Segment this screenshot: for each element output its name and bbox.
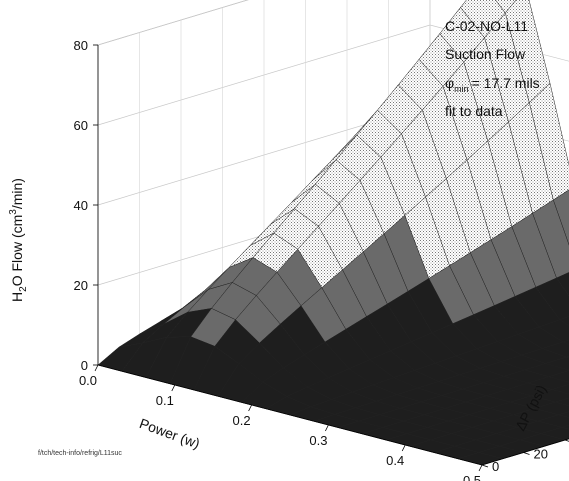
x-tick-label: 0.3: [309, 433, 327, 448]
z-tick-label: 40: [74, 198, 88, 213]
x-tick-mark: [478, 464, 483, 472]
z-tick-label: 0: [81, 358, 88, 373]
x-tick-mark: [325, 424, 329, 432]
z-axis-ticks: 0 20 40 60 80: [74, 38, 99, 373]
surface-patch: [552, 189, 569, 246]
y-axis-ticks: 020406080100120140160: [481, 438, 569, 474]
x-tick-mark: [401, 444, 406, 452]
x-axis-label: Power (w): [137, 415, 202, 452]
surface-patch: [559, 316, 569, 327]
footer-path: f/tch/tech-info/refrig/L11suc: [38, 450, 122, 457]
z-axis-label: H2O Flow (cm3/min): [8, 178, 29, 302]
x-axis-ticks: 0.0 0.1 0.2 0.3 0.4 0.5: [79, 364, 483, 481]
surface-patch: [554, 397, 569, 407]
fit-note: fit to data: [445, 103, 503, 119]
x-tick-mark: [248, 404, 252, 412]
sample-id: C-02-NO-L11: [445, 18, 528, 34]
x-tick-label: 0.5: [463, 473, 481, 481]
phi-min: φmin = 17.7 mils: [445, 75, 540, 94]
x-tick-label: 0.0: [79, 373, 97, 388]
z-gridline: [97, 0, 249, 46]
z-tick-label: 80: [74, 38, 88, 53]
y-axis-line: [481, 438, 569, 466]
z-tick-label: 20: [74, 278, 88, 293]
surface-mesh: [97, 0, 569, 466]
x-tick-label: 0.4: [386, 453, 404, 468]
surface-patch: [557, 411, 569, 418]
surface-patch: [562, 339, 569, 345]
y-tick-label: 0: [492, 459, 499, 474]
x-tick-mark: [94, 364, 99, 372]
y-tick-mark: [564, 439, 569, 442]
surface-patch: [560, 424, 569, 430]
y-tick-mark: [481, 464, 489, 468]
y-tick-mark: [523, 452, 530, 455]
surface-patch: [556, 272, 569, 297]
flow-type: Suction Flow: [445, 46, 526, 62]
x-tick-label: 0.2: [233, 413, 251, 428]
x-tick-mark: [171, 384, 176, 392]
y-tick-label: 20: [534, 447, 548, 462]
x-tick-label: 0.1: [156, 393, 174, 408]
z-tick-label: 60: [74, 118, 88, 133]
x-axis-line: [97, 364, 483, 466]
